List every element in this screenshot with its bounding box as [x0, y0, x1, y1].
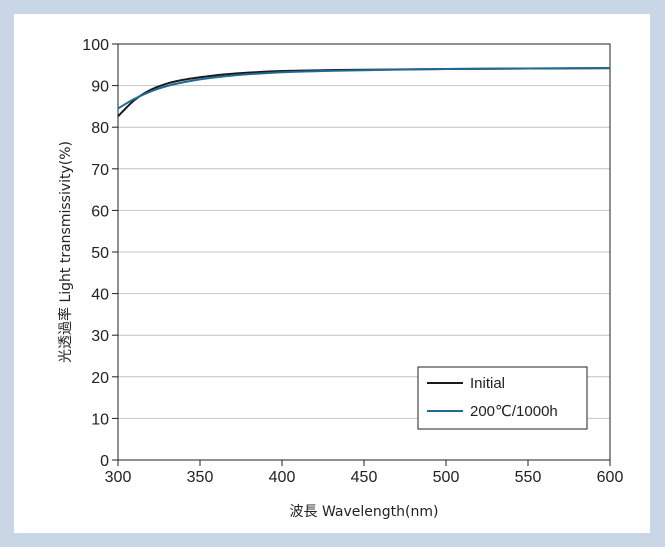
- x-axis-label: 波長 Wavelength(nm): [290, 504, 439, 520]
- x-tick-label-550: 550: [515, 469, 542, 486]
- y-tick-label-40: 40: [91, 287, 109, 304]
- y-tick-label-90: 90: [91, 79, 109, 96]
- y-tick-label-10: 10: [91, 411, 109, 428]
- y-tick-label-70: 70: [91, 162, 109, 179]
- y-tick-label-80: 80: [91, 120, 109, 137]
- series-line-1: [117, 67, 611, 110]
- x-tick-label-500: 500: [433, 469, 460, 486]
- grid-lines: [118, 85, 610, 419]
- y-tick-label-50: 50: [91, 245, 109, 262]
- plot-card: [14, 14, 650, 533]
- x-tick-label-400: 400: [269, 469, 296, 486]
- legend-label-initial: Initial: [470, 375, 505, 392]
- series-line-0: [117, 67, 611, 118]
- series-layer: [117, 67, 611, 118]
- x-tick-label-350: 350: [187, 469, 214, 486]
- legend-box: [417, 366, 588, 430]
- y-tick-label-0: 0: [100, 453, 109, 470]
- legend: Initial 200℃/1000h: [417, 366, 588, 430]
- tick-marks: [112, 43, 611, 466]
- tick-labels: 0 10 20 30 40 50 60 70 80 90 100 300 350 400 450 500 550…: [82, 37, 623, 486]
- legend-label-200c-1000h: 200℃/1000h: [470, 403, 558, 420]
- y-tick-label-60: 60: [91, 203, 109, 220]
- y-axis-label: 光透過率 Light transmissivity(%): [57, 141, 74, 363]
- y-tick-label-30: 30: [91, 328, 109, 345]
- y-tick-label-20: 20: [91, 370, 109, 387]
- y-tick-label-100: 100: [82, 37, 109, 54]
- x-tick-label-600: 600: [597, 469, 624, 486]
- x-tick-label-450: 450: [351, 469, 378, 486]
- x-tick-label-300: 300: [105, 469, 132, 486]
